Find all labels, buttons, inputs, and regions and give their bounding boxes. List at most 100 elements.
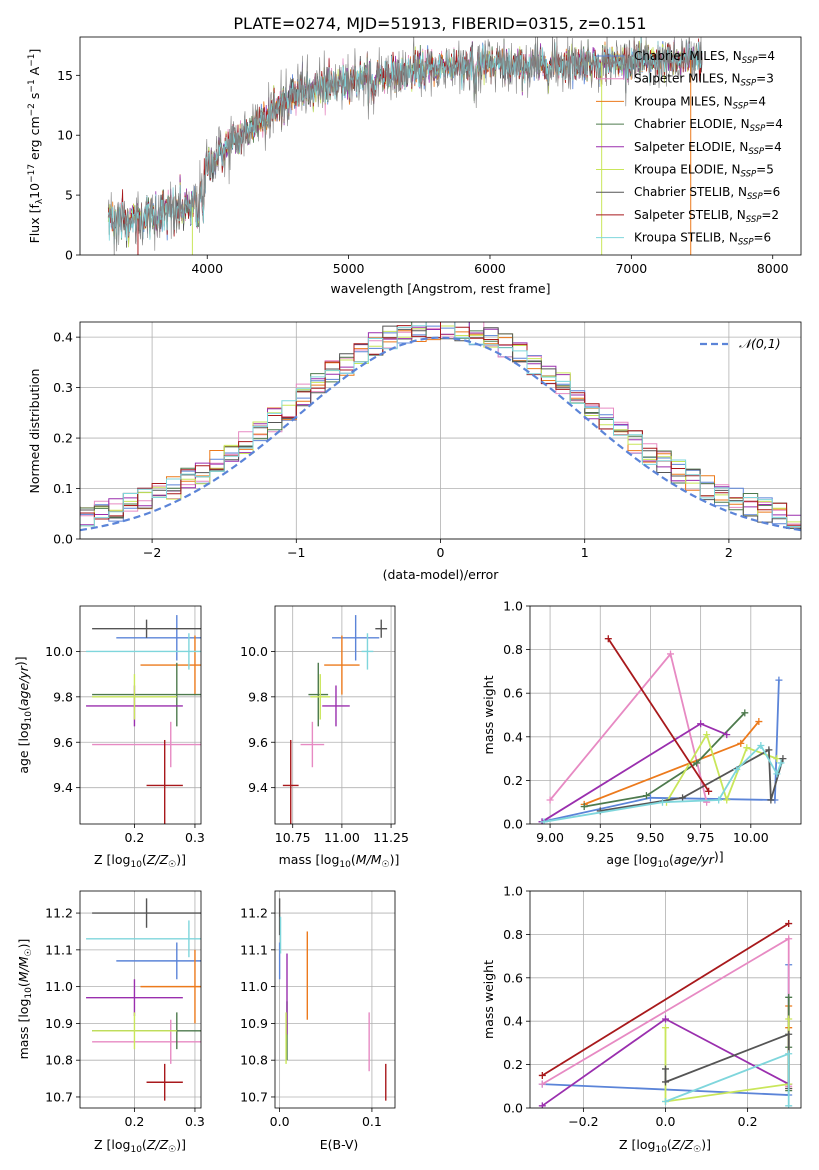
y-tick-label: 10.9 (240, 1016, 268, 1031)
weight-marker (662, 1065, 669, 1073)
x-tick-label: 0.0 (270, 1114, 290, 1129)
axes-frame (529, 605, 802, 825)
weight-marker (737, 739, 745, 747)
weight-marker (604, 635, 612, 643)
y-tick-label: 0.2 (503, 773, 523, 788)
axes-age_vs_mass: 10.75 11.00 11.25 9.4 9.6 9.8 10.0 mass [log10(… (240, 605, 409, 870)
y-axis-label: mass weight (481, 960, 496, 1039)
x-tick-label: 10.75 (275, 830, 311, 845)
legend-label: Salpeter ELODIE, NSSP=4 (634, 140, 782, 157)
weight-marker (540, 818, 548, 824)
x-tick-label: −1 (287, 545, 305, 560)
y-tick-label: 0.6 (503, 686, 523, 701)
y-tick-label: 10.7 (240, 1089, 268, 1104)
axes-frame (529, 890, 802, 1109)
plot-area (80, 322, 801, 532)
y-tick-label: 10.8 (240, 1053, 268, 1068)
legend: Chabrier MILES, NSSP=4 Salpeter MILES, NS… (596, 49, 783, 248)
weight-marker (785, 920, 793, 928)
y-tick-label: 11.0 (45, 979, 73, 994)
x-tick-label: 9.75 (687, 830, 715, 845)
x-tick-label: 0.3 (185, 1114, 205, 1129)
x-tick-label: 5000 (333, 261, 365, 276)
x-tick-label: 9.25 (586, 830, 614, 845)
weight-line-salpeter-stelib (541, 922, 790, 1077)
y-tick-label: 9.6 (248, 735, 268, 750)
x-axis-label: (data-model)/error (383, 567, 500, 582)
x-tick-label: 0.3 (185, 830, 205, 845)
axes-spectrum: 4000 5000 6000 7000 8000 0 5 10 15 Chabrier MILES… (27, 36, 802, 296)
weight-marker (785, 935, 793, 943)
axes-weight_vs_age: 9.00 9.25 9.50 9.75 10.00 0.0 0.2 0.4 0.6 0.8 1.0 m… (481, 599, 802, 870)
x-axis-label: wavelength [Angstrom, rest frame] (330, 281, 550, 296)
x-tick-label: 9.00 (536, 830, 564, 845)
plot-area (86, 898, 201, 1101)
y-tick-label: 10.9 (45, 1016, 73, 1031)
weight-marker (779, 755, 787, 763)
y-tick-label: 9.8 (53, 689, 73, 704)
plot-area (278, 898, 387, 1101)
y-tick-label: 0.2 (503, 1057, 523, 1072)
x-axis-label: mass [log10(M/M☉)] (279, 852, 400, 870)
y-tick-label: 10.7 (45, 1089, 73, 1104)
y-tick-label: 9.4 (53, 780, 73, 795)
x-axis-label: age [log10(age/yr)] (606, 849, 723, 870)
x-tick-label: 7000 (615, 261, 647, 276)
x-axis-label: Z [log10(Z/Z☉)] (94, 852, 186, 870)
plot-area (282, 615, 388, 824)
axes-mass_vs_ebv: 0.0 0.1 10.7 10.8 10.9 11.0 11.1 11.2 E(B-V) (240, 890, 396, 1152)
weight-marker (723, 796, 731, 804)
x-tick-label: 9.50 (637, 830, 665, 845)
x-tick-label: 4000 (191, 261, 223, 276)
weight-marker (743, 744, 751, 752)
weight-marker (538, 1071, 546, 1079)
x-tick-label: 8000 (757, 261, 789, 276)
x-tick-label: 1 (581, 545, 589, 560)
weight-marker (757, 742, 765, 750)
y-axis-label: Normed distribution (27, 369, 42, 494)
weight-marker (785, 993, 793, 1001)
y-tick-label: 5 (65, 188, 73, 203)
x-tick-label: 0.1 (362, 1114, 382, 1129)
y-tick-label: 15 (57, 68, 73, 83)
weight-marker (642, 792, 650, 800)
plot-area (538, 635, 787, 824)
axes-residuals: −2 −1 0 1 2 0.0 0.1 0.2 0.3 0.4 𝒩(0,1) (data-model)… (27, 321, 802, 582)
weight-marker (546, 796, 554, 804)
normal-curve (80, 336, 801, 532)
weight-marker (777, 759, 785, 767)
y-tick-label: 1.0 (503, 884, 523, 899)
x-axis-label: Z [log10(Z/Z☉)] (94, 1137, 186, 1155)
y-tick-label: 11.2 (240, 906, 268, 921)
legend-label: Chabrier ELODIE, NSSP=4 (634, 117, 783, 134)
x-tick-label: 0.2 (738, 1114, 758, 1129)
axes-frame (79, 321, 802, 540)
y-tick-label: 1.0 (503, 599, 523, 614)
weight-marker (538, 1102, 546, 1108)
y-axis-label: Flux [fλ10−17 erg cm−2 s−1 A−1] (27, 49, 45, 244)
axes-frame (79, 890, 202, 1109)
y-tick-label: 10.0 (240, 644, 268, 659)
x-tick-label: 0.2 (125, 830, 145, 845)
weight-marker (723, 731, 731, 739)
legend-label: Kroupa ELODIE, NSSP=5 (634, 163, 774, 180)
plot-area (107, 37, 703, 255)
y-tick-label: 0.0 (53, 532, 73, 547)
x-axis-label: Z [log10(Z/Z☉)] (619, 1137, 711, 1155)
weight-marker (741, 709, 749, 717)
weight-marker (715, 796, 723, 804)
y-tick-label: 0.0 (503, 1101, 523, 1116)
weight-marker (785, 1050, 793, 1058)
x-tick-label: 11.25 (373, 830, 409, 845)
axes-weight_vs_Z: −0.2 0.0 0.2 0.0 0.2 0.4 0.6 0.8 1.0 mass weight Z… (481, 884, 802, 1155)
grid-lines (275, 891, 395, 1108)
weight-marker (538, 1080, 546, 1088)
y-tick-label: 0.4 (53, 330, 73, 345)
weight-marker (773, 755, 781, 763)
legend: 𝒩(0,1) (700, 336, 781, 351)
residual-histogram-kroupa-elodie (80, 322, 801, 527)
weight-marker (775, 676, 783, 684)
weight-marker (667, 650, 675, 658)
axes-frame (79, 36, 802, 256)
